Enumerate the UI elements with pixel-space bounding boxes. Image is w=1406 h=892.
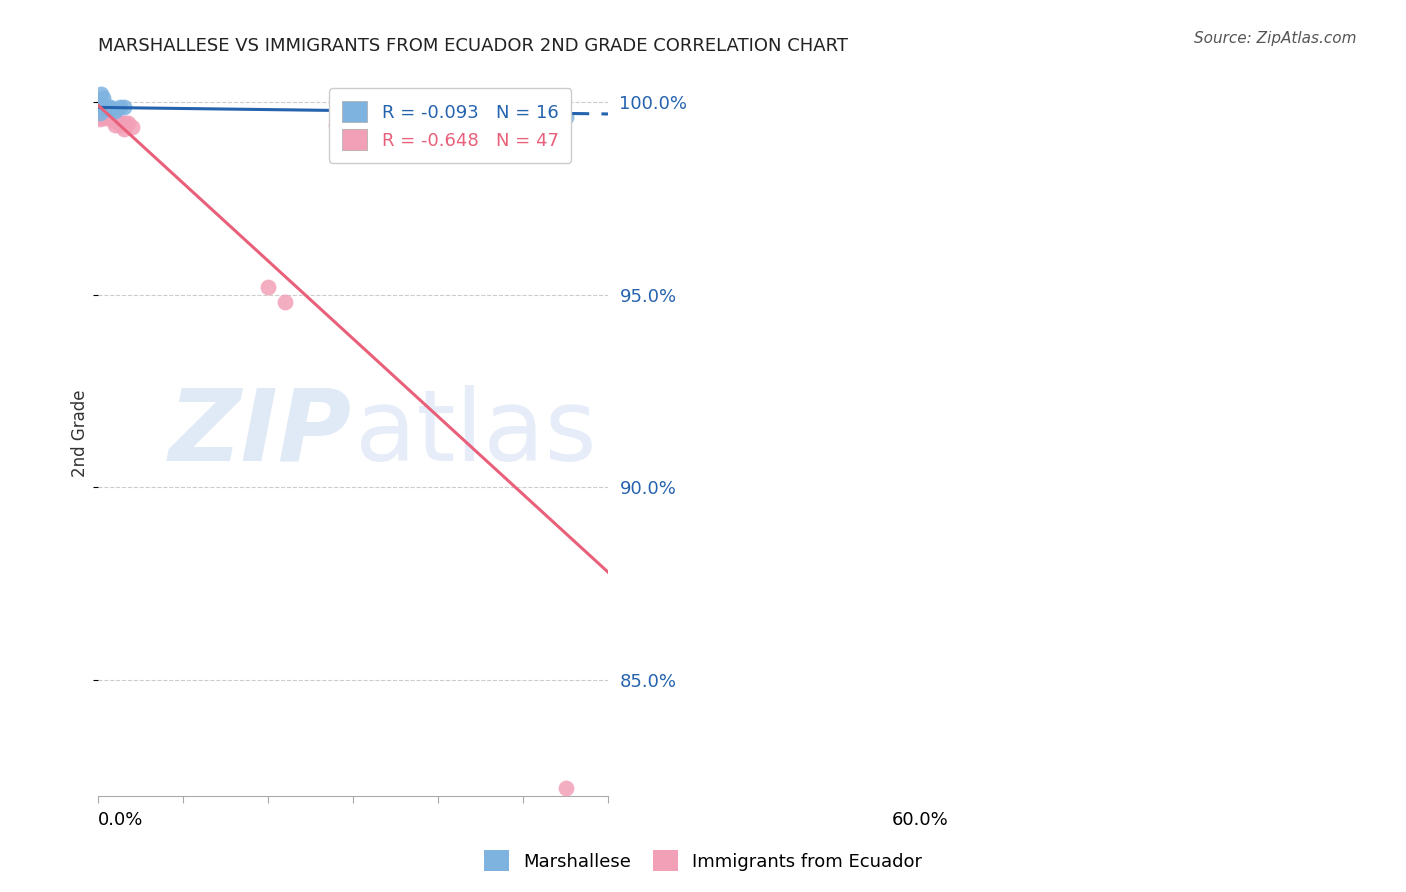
Point [97, 109, 120, 123]
Point [108, 100, 131, 114]
Point [111, 116, 134, 130]
Point [112, 100, 135, 114]
Point [89, 107, 111, 121]
Point [101, 111, 124, 125]
Point [89, 102, 111, 116]
Point [114, 116, 136, 130]
Point [94, 107, 117, 121]
Point [90, 103, 112, 117]
Point [93, 108, 115, 122]
Point [98, 108, 121, 122]
Y-axis label: 2nd Grade: 2nd Grade [72, 390, 89, 477]
Point [93, 105, 115, 120]
Point [89, 100, 111, 114]
Point [89, 112, 111, 126]
Point [342, 118, 364, 132]
Text: 0.0%: 0.0% [98, 811, 143, 829]
Point [94, 105, 117, 120]
Point [91, 103, 114, 117]
Point [98, 110, 121, 124]
Point [89, 104, 111, 119]
Point [101, 103, 124, 117]
Point [100, 109, 122, 123]
Point [554, 110, 576, 124]
Point [104, 118, 127, 132]
Point [94, 111, 117, 125]
Point [112, 121, 135, 136]
Point [103, 114, 125, 128]
Point [91, 106, 114, 120]
Point [94, 100, 117, 114]
Point [96, 103, 118, 117]
Point [90, 110, 112, 124]
Point [93, 103, 115, 117]
Text: ZIP: ZIP [169, 385, 352, 482]
Point [90, 106, 112, 120]
Point [257, 280, 280, 294]
Point [90, 103, 112, 117]
Point [97, 107, 120, 121]
Point [94, 109, 117, 123]
Point [93, 100, 115, 114]
Point [554, 781, 576, 796]
Point [93, 104, 115, 119]
Point [96, 110, 118, 124]
Text: Source: ZipAtlas.com: Source: ZipAtlas.com [1194, 31, 1357, 46]
Point [105, 114, 128, 128]
Point [90, 108, 112, 122]
Point [104, 104, 127, 119]
Point [89, 103, 111, 117]
Point [274, 295, 297, 310]
Point [89, 99, 111, 113]
Text: MARSHALLESE VS IMMIGRANTS FROM ECUADOR 2ND GRADE CORRELATION CHART: MARSHALLESE VS IMMIGRANTS FROM ECUADOR 2… [98, 37, 848, 55]
Point [89, 110, 111, 124]
Point [325, 118, 347, 132]
Point [89, 106, 111, 120]
Legend: Marshallese, Immigrants from Ecuador: Marshallese, Immigrants from Ecuador [477, 843, 929, 879]
Legend: R = -0.093   N = 16, R = -0.648   N = 47: R = -0.093 N = 16, R = -0.648 N = 47 [329, 88, 571, 162]
Point [89, 108, 111, 122]
Point [93, 103, 115, 117]
Text: atlas: atlas [354, 385, 596, 482]
Point [93, 108, 115, 122]
Point [121, 120, 143, 134]
Point [96, 105, 118, 120]
Point [89, 104, 111, 119]
Point [98, 100, 121, 114]
Point [117, 116, 139, 130]
Point [91, 91, 114, 105]
Text: 60.0%: 60.0% [891, 811, 949, 829]
Point [108, 118, 131, 132]
Point [90, 100, 112, 114]
Point [97, 100, 120, 114]
Point [90, 87, 112, 101]
